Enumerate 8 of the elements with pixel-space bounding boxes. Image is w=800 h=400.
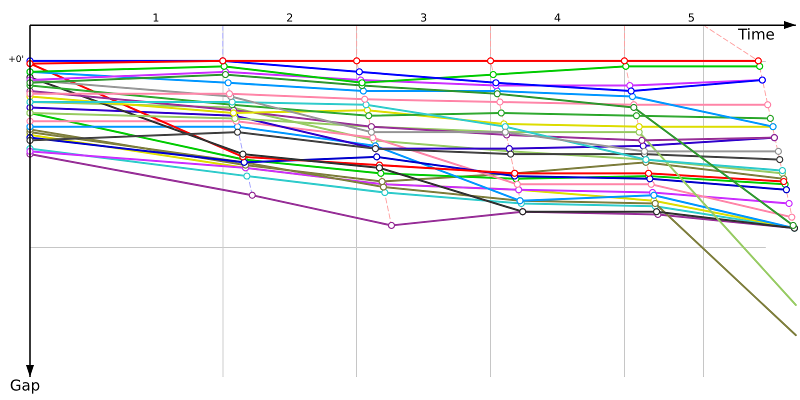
- ref-line-label: +0': [8, 55, 24, 66]
- x-tick-label: 5: [688, 11, 695, 24]
- x-tick-label: 2: [286, 11, 294, 24]
- x-tick-label: 4: [554, 11, 561, 24]
- x-axis-title: Time: [737, 26, 775, 44]
- x-tick-label: 1: [152, 11, 160, 24]
- x-tick-label: 3: [420, 11, 428, 24]
- y-axis-title: Gap: [10, 376, 40, 394]
